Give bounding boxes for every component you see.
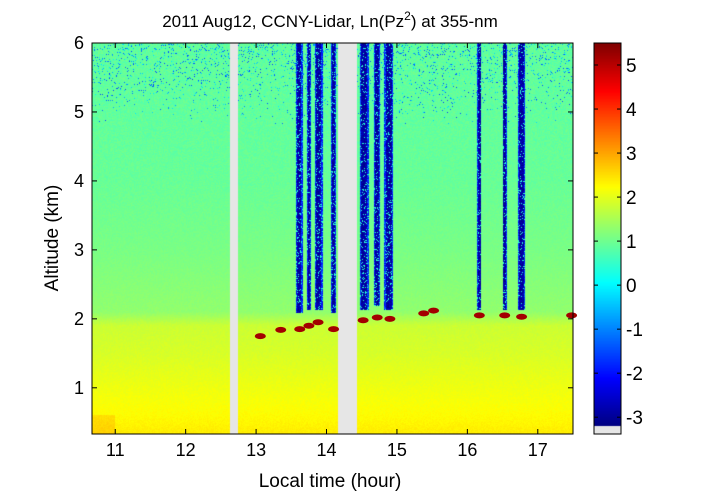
- colorbar-tick-label: -2: [626, 364, 643, 385]
- x-tick-label: 16: [457, 440, 477, 460]
- cloud-base-hit: [357, 317, 369, 324]
- cloud-base-hit: [418, 310, 430, 317]
- colorbar-ticks: -3 -2 -1 0 1 2 3 4 5: [594, 56, 643, 429]
- y-tick-label: 5: [74, 102, 84, 122]
- colorbar-tick-label: 1: [626, 232, 637, 253]
- cloud-base-hit: [328, 326, 340, 333]
- y-axis-label: Altitude (km): [42, 185, 63, 292]
- y-tick-label: 6: [74, 33, 84, 53]
- colorbar-gradient: [594, 43, 621, 434]
- cloud-base-hit: [254, 333, 266, 340]
- colorbar-tick-label: 0: [626, 276, 637, 297]
- x-tick-label: 11: [106, 440, 125, 460]
- y-tick-label: 1: [74, 378, 84, 398]
- cloud-layer: [254, 307, 578, 340]
- colorbar-tick-label: 3: [626, 144, 637, 165]
- cloud-base-hit: [275, 326, 287, 333]
- y-tick-label: 3: [74, 240, 84, 260]
- plot-frame: [91, 42, 574, 435]
- cloud-base-hit: [384, 315, 396, 322]
- cloud-base-hit: [312, 319, 324, 326]
- chart-title: 2011 Aug12, CCNY-Lidar, Ln(Pz2) at 355-n…: [162, 9, 498, 31]
- x-axis: 11 12 13 14 15 16 17: [106, 43, 548, 460]
- x-tick-label: 15: [387, 440, 407, 460]
- cloud-base-hit: [566, 312, 578, 319]
- x-tick-label: 13: [246, 440, 266, 460]
- colorbar-tick-label: -1: [626, 320, 643, 341]
- colorbar-tick-label: 5: [626, 56, 637, 77]
- cloud-base-hit: [516, 313, 528, 320]
- cloud-base-hit: [294, 326, 306, 333]
- y-tick-label: 2: [74, 309, 84, 329]
- colorbar-tick-label: 4: [626, 100, 637, 121]
- x-axis-label: Local time (hour): [259, 471, 402, 492]
- cloud-base-hit: [303, 322, 315, 329]
- cloud-base-hit: [473, 312, 485, 319]
- cloud-base-hit: [428, 307, 440, 314]
- y-tick-label: 4: [74, 171, 84, 191]
- cloud-base-hit: [371, 314, 383, 321]
- colorbar-tick-label: -3: [626, 408, 643, 429]
- x-tick-label: 12: [176, 440, 196, 460]
- y-axis: 1 2 3 4 5 6: [74, 33, 573, 398]
- colorbar-tick-label: 2: [626, 188, 637, 209]
- x-tick-label: 17: [528, 440, 548, 460]
- backscatter-heatmap: [92, 43, 573, 434]
- x-tick-label: 14: [316, 440, 336, 460]
- colorbar: -3 -2 -1 0 1 2 3 4 5: [593, 42, 643, 435]
- cloud-base-hit: [499, 312, 511, 319]
- colorbar-frame: [593, 42, 622, 435]
